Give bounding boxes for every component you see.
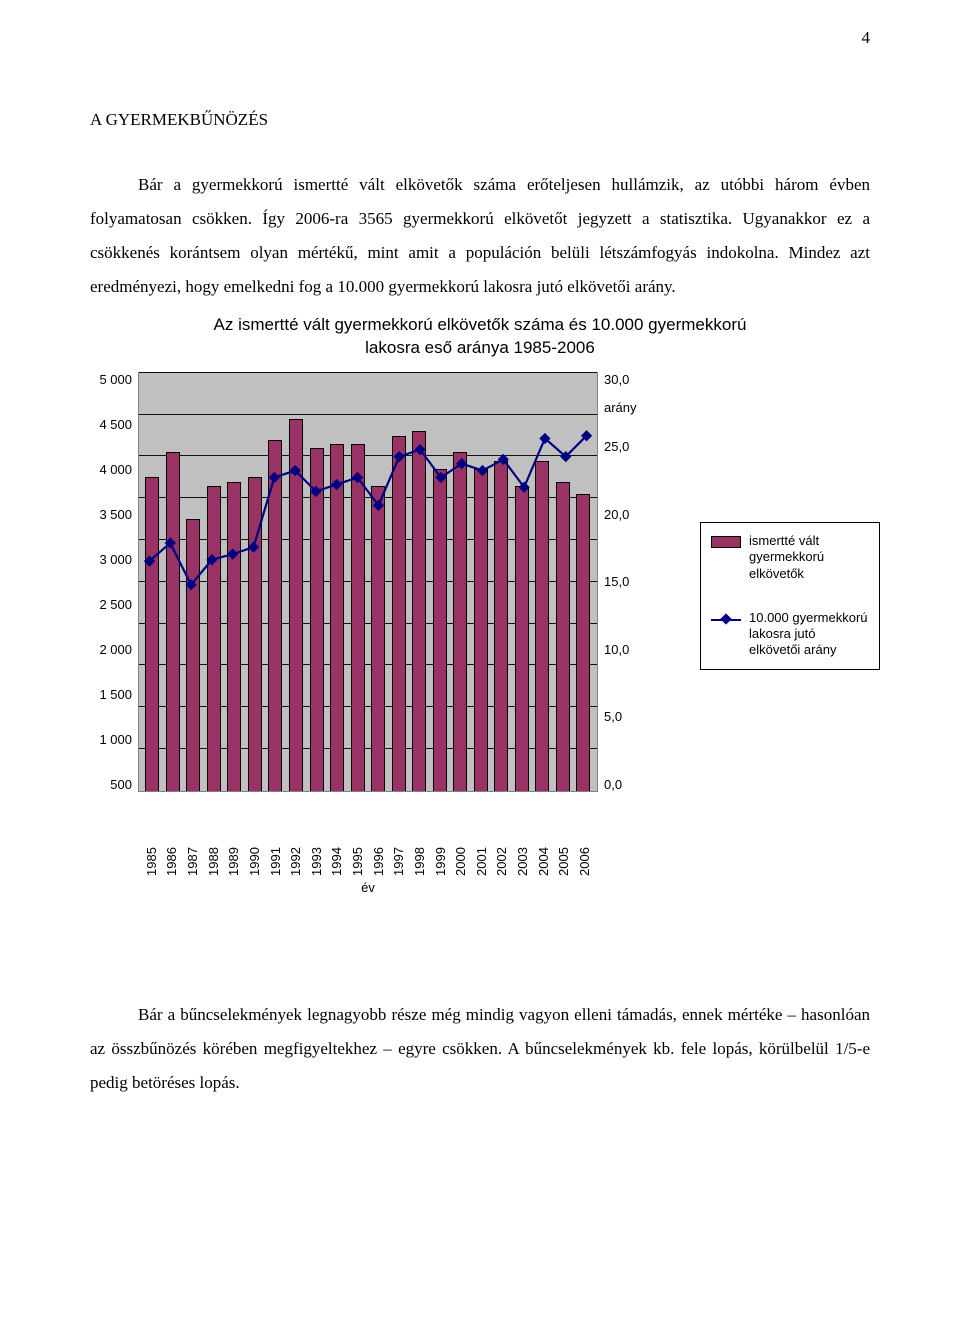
x-tick: 1992 xyxy=(288,796,303,876)
y1-tick: 4 500 xyxy=(90,417,132,432)
x-tick: 1993 xyxy=(309,796,324,876)
y2-tick: 25,0 xyxy=(604,439,638,454)
bar xyxy=(145,477,159,791)
chart-container: Az ismertté vált gyermekkorú elkövetők s… xyxy=(90,314,870,974)
x-tick: 2002 xyxy=(494,796,509,876)
bar xyxy=(392,436,406,791)
bar xyxy=(310,448,324,791)
bar xyxy=(351,444,365,791)
legend-row-line: 10.000 gyermekkorú lakosra jutó elkövető… xyxy=(711,610,869,659)
x-tick: 1988 xyxy=(206,796,221,876)
bar xyxy=(474,469,488,791)
bar xyxy=(515,486,529,791)
x-tick: 1998 xyxy=(412,796,427,876)
y1-tick: 1 500 xyxy=(90,687,132,702)
plot-column: 1985 1986 1987 1988 1989 1990 1991 1992 1993 1994… xyxy=(138,372,598,895)
y2-extra-label: arány xyxy=(604,400,637,415)
bar xyxy=(556,482,570,791)
x-tick: 1990 xyxy=(247,796,262,876)
bar xyxy=(268,440,282,791)
x-tick: 1995 xyxy=(350,796,365,876)
bar xyxy=(412,431,426,790)
y2-tick: 20,0 xyxy=(604,507,638,522)
bar xyxy=(248,477,262,791)
section-title: A GYERMEKBŰNÖZÉS xyxy=(90,110,870,130)
bar xyxy=(186,519,200,791)
chart-title-line2: lakosra eső aránya 1985-2006 xyxy=(365,338,595,357)
y2-tick: 5,0 xyxy=(604,709,638,724)
x-tick: 2006 xyxy=(577,796,592,876)
y1-tick: 500 xyxy=(90,777,132,792)
bar xyxy=(227,482,241,791)
y2-tick: 15,0 xyxy=(604,574,638,589)
legend-text-line: 10.000 gyermekkorú lakosra jutó elkövető… xyxy=(749,610,869,659)
chart-title-line1: Az ismertté vált gyermekkorú elkövetők s… xyxy=(214,315,747,334)
legend-swatch-bar xyxy=(711,536,741,548)
y1-tick: 2 000 xyxy=(90,642,132,657)
x-tick: 1989 xyxy=(226,796,241,876)
y1-tick: 3 000 xyxy=(90,552,132,567)
chart-plot xyxy=(138,372,598,792)
y2-axis-labels: arány 30,0 25,0 20,0 15,0 10,0 5,0 0,0 xyxy=(598,372,638,792)
y1-tick: 3 500 xyxy=(90,507,132,522)
chart-bars xyxy=(139,373,597,791)
bar xyxy=(535,461,549,791)
x-tick: 1996 xyxy=(371,796,386,876)
legend-swatch-line xyxy=(711,613,741,627)
bar xyxy=(166,452,180,791)
x-tick: 1987 xyxy=(185,796,200,876)
bar xyxy=(330,444,344,791)
bar xyxy=(207,486,221,791)
bar xyxy=(371,486,385,791)
y2-tick: 0,0 xyxy=(604,777,638,792)
legend-row-bar: ismertté vált gyermekkorú elkövetők xyxy=(711,533,869,582)
bar xyxy=(289,419,303,791)
x-axis-labels: 1985 1986 1987 1988 1989 1990 1991 1992 1993 1994… xyxy=(138,792,598,876)
x-tick: 2005 xyxy=(556,796,571,876)
x-tick: 2000 xyxy=(453,796,468,876)
bar xyxy=(433,469,447,791)
chart-title: Az ismertté vált gyermekkorú elkövetők s… xyxy=(90,314,870,360)
y1-tick: 1 000 xyxy=(90,732,132,747)
page-number: 4 xyxy=(862,28,871,48)
chart-legend: ismertté vált gyermekkorú elkövetők 10.0… xyxy=(700,522,880,670)
y1-axis-labels: 5 000 4 500 4 000 3 500 3 000 2 500 2 000 1 500… xyxy=(90,372,138,792)
x-tick: 1986 xyxy=(164,796,179,876)
bar xyxy=(453,452,467,791)
x-tick: 1994 xyxy=(329,796,344,876)
y2-tick: 30,0 xyxy=(604,372,638,387)
x-axis-title: év xyxy=(138,880,598,895)
bar xyxy=(494,461,508,791)
paragraph-1: Bár a gyermekkorú ismertté vált elkövető… xyxy=(90,168,870,304)
legend-text-bar: ismertté vált gyermekkorú elkövetők xyxy=(749,533,869,582)
y1-tick: 2 500 xyxy=(90,597,132,612)
x-tick: 1991 xyxy=(268,796,283,876)
x-tick: 1985 xyxy=(144,796,159,876)
y1-tick: 5 000 xyxy=(90,372,132,387)
bar xyxy=(576,494,590,791)
y1-tick: 4 000 xyxy=(90,462,132,477)
x-tick: 2003 xyxy=(515,796,530,876)
y2-tick: 10,0 xyxy=(604,642,638,657)
x-tick: 1997 xyxy=(391,796,406,876)
x-tick: 2004 xyxy=(536,796,551,876)
x-tick: 2001 xyxy=(474,796,489,876)
x-tick: 1999 xyxy=(433,796,448,876)
paragraph-2: Bár a bűncselekmények legnagyobb része m… xyxy=(90,998,870,1100)
